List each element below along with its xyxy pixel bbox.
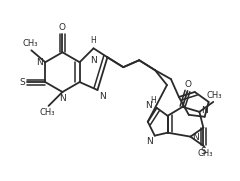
Text: N: N [99, 92, 106, 101]
Text: O: O [185, 80, 192, 89]
Text: CH₃: CH₃ [23, 39, 38, 48]
Text: N: N [145, 101, 152, 110]
Text: S: S [20, 78, 25, 87]
Text: O: O [59, 24, 66, 32]
Text: N: N [36, 58, 43, 67]
Text: CH₃: CH₃ [198, 149, 213, 157]
Text: H: H [150, 96, 156, 105]
Text: N: N [146, 137, 153, 146]
Text: H: H [91, 36, 96, 45]
Text: N: N [201, 106, 208, 115]
Text: CH₃: CH₃ [40, 108, 55, 117]
Text: N: N [59, 94, 66, 103]
Text: CH₃: CH₃ [207, 91, 222, 100]
Text: N: N [192, 133, 199, 142]
Text: S: S [200, 147, 206, 155]
Text: N: N [90, 45, 97, 65]
